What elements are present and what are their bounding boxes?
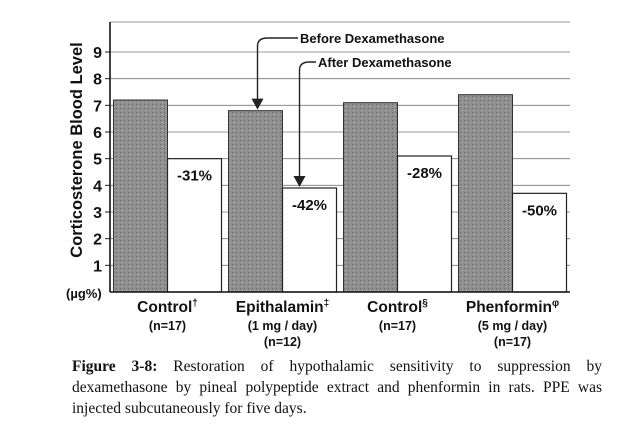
bars — [113, 94, 568, 293]
bar-before-dexamethasone — [343, 102, 398, 293]
bar-before-dexamethasone — [458, 94, 513, 293]
y-axis-unit: (µg%) — [66, 286, 102, 301]
y-tick-label: 3 — [93, 205, 102, 222]
labels: 1 2 3 4 5 6 7 8 9 Corticosterone Blood Level (µg%)… — [66, 42, 559, 349]
y-tick-label: 5 — [93, 152, 102, 169]
annotations: Before Dexamethasone After Dexamethasone — [251, 31, 452, 187]
y-tick-label: 4 — [93, 178, 102, 195]
data-label: -31% — [177, 168, 212, 185]
category-label: Phenforminφ — [466, 298, 559, 316]
annotation-after-dexamethasone: After Dexamethasone — [318, 55, 452, 70]
arrow-after-dexamethasone — [298, 61, 316, 184]
y-tick-label: 9 — [93, 45, 102, 62]
data-label: -50% — [522, 202, 557, 219]
category-sublabel: (1 mg / day) — [248, 319, 317, 333]
data-label: -42% — [292, 197, 327, 214]
bar-after-dexamethasone — [281, 187, 338, 293]
category-label: Control§ — [367, 298, 428, 316]
y-tick-label: 2 — [93, 232, 102, 249]
figure-caption: Figure 3-8: Restoration of hypothalamic … — [72, 356, 602, 419]
caption-label: Figure 3-8: — [72, 358, 158, 375]
y-tick-label: 6 — [93, 125, 102, 142]
arrowhead-after — [293, 176, 306, 187]
y-tick-label: 8 — [93, 72, 102, 89]
category-sublabel: (n=17) — [149, 319, 186, 333]
axes — [105, 22, 570, 293]
bar-after-dexamethasone — [166, 158, 223, 293]
category-label: Control† — [137, 298, 198, 316]
caption-text: Restoration of hypothalamic sensitivity … — [72, 358, 603, 417]
category-sublabel: (n=17) — [379, 319, 416, 333]
data-label: -28% — [407, 165, 442, 182]
category-sublabel: (n=17) — [494, 335, 531, 349]
bar-before-dexamethasone — [228, 110, 283, 293]
annotation-before-dexamethasone: Before Dexamethasone — [300, 31, 445, 46]
bar-after-dexamethasone — [511, 192, 568, 293]
y-tick-label: 7 — [93, 98, 102, 115]
bar-before-dexamethasone — [113, 99, 168, 293]
category-sublabel: (5 mg / day) — [478, 319, 547, 333]
y-tick-label: 1 — [93, 258, 102, 275]
arrowhead-before — [251, 98, 264, 110]
bar-after-dexamethasone — [396, 155, 453, 293]
category-label: Epithalamin‡ — [236, 298, 329, 316]
category-sublabel: (n=12) — [264, 335, 301, 349]
arrow-before-dexamethasone — [256, 37, 298, 107]
y-axis-title: Corticosterone Blood Level — [68, 42, 86, 257]
